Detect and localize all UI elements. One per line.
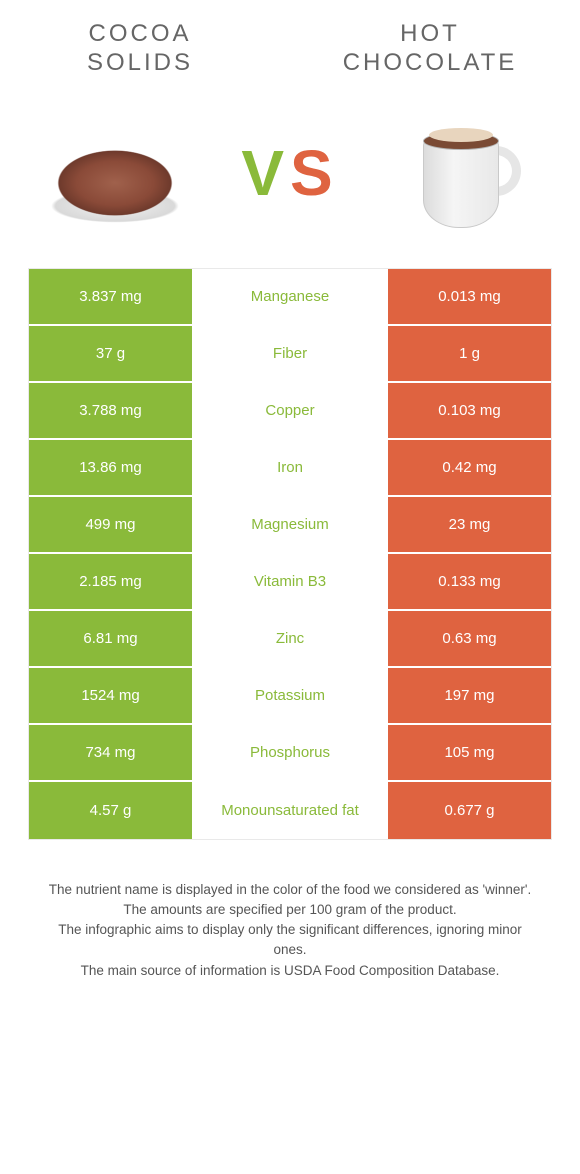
footer-line: The amounts are specified per 100 gram o… xyxy=(40,900,540,920)
cell-right-value: 0.63 mg xyxy=(386,611,551,666)
table-row: 734 mgPhosphorus105 mg xyxy=(29,725,551,782)
cell-nutrient-name: Fiber xyxy=(194,326,386,381)
cell-left-value: 2.185 mg xyxy=(29,554,194,609)
cell-left-value: 499 mg xyxy=(29,497,194,552)
cocoa-solids-image xyxy=(30,108,200,238)
table-row: 4.57 gMonounsaturated fat0.677 g xyxy=(29,782,551,839)
table-row: 499 mgMagnesium23 mg xyxy=(29,497,551,554)
vs-row: VS xyxy=(0,88,580,268)
footer-line: The main source of information is USDA F… xyxy=(40,961,540,981)
cell-right-value: 1 g xyxy=(386,326,551,381)
cell-right-value: 0.677 g xyxy=(386,782,551,839)
nutrient-table: 3.837 mgManganese0.013 mg37 gFiber1 g3.7… xyxy=(28,268,552,840)
cell-left-value: 13.86 mg xyxy=(29,440,194,495)
cell-nutrient-name: Phosphorus xyxy=(194,725,386,780)
cell-nutrient-name: Manganese xyxy=(194,269,386,324)
title-left: COCOA SOLIDS xyxy=(40,20,240,78)
cell-left-value: 3.837 mg xyxy=(29,269,194,324)
table-row: 3.788 mgCopper0.103 mg xyxy=(29,383,551,440)
cell-left-value: 1524 mg xyxy=(29,668,194,723)
cell-left-value: 4.57 g xyxy=(29,782,194,839)
header: COCOA SOLIDS HOT CHOCOLATE xyxy=(0,0,580,88)
vs-s: S xyxy=(290,137,339,209)
vs-v: V xyxy=(241,137,290,209)
cell-right-value: 23 mg xyxy=(386,497,551,552)
footer: The nutrient name is displayed in the co… xyxy=(0,840,580,981)
table-row: 13.86 mgIron0.42 mg xyxy=(29,440,551,497)
footer-line: The infographic aims to display only the… xyxy=(40,920,540,961)
table-row: 1524 mgPotassium197 mg xyxy=(29,668,551,725)
cell-left-value: 6.81 mg xyxy=(29,611,194,666)
footer-line: The nutrient name is displayed in the co… xyxy=(40,880,540,900)
cell-nutrient-name: Magnesium xyxy=(194,497,386,552)
cell-nutrient-name: Potassium xyxy=(194,668,386,723)
cell-nutrient-name: Iron xyxy=(194,440,386,495)
cell-right-value: 105 mg xyxy=(386,725,551,780)
table-row: 37 gFiber1 g xyxy=(29,326,551,383)
table-row: 6.81 mgZinc0.63 mg xyxy=(29,611,551,668)
cell-right-value: 0.013 mg xyxy=(386,269,551,324)
cell-nutrient-name: Monounsaturated fat xyxy=(194,782,386,839)
hot-chocolate-image xyxy=(380,108,550,238)
cell-left-value: 37 g xyxy=(29,326,194,381)
table-row: 3.837 mgManganese0.013 mg xyxy=(29,269,551,326)
title-right: HOT CHOCOLATE xyxy=(320,20,540,78)
cell-right-value: 0.42 mg xyxy=(386,440,551,495)
cell-left-value: 3.788 mg xyxy=(29,383,194,438)
cell-nutrient-name: Vitamin B3 xyxy=(194,554,386,609)
cell-right-value: 0.133 mg xyxy=(386,554,551,609)
vs-label: VS xyxy=(241,136,338,210)
cell-nutrient-name: Copper xyxy=(194,383,386,438)
table-row: 2.185 mgVitamin B30.133 mg xyxy=(29,554,551,611)
cell-right-value: 0.103 mg xyxy=(386,383,551,438)
cell-left-value: 734 mg xyxy=(29,725,194,780)
cell-nutrient-name: Zinc xyxy=(194,611,386,666)
cell-right-value: 197 mg xyxy=(386,668,551,723)
